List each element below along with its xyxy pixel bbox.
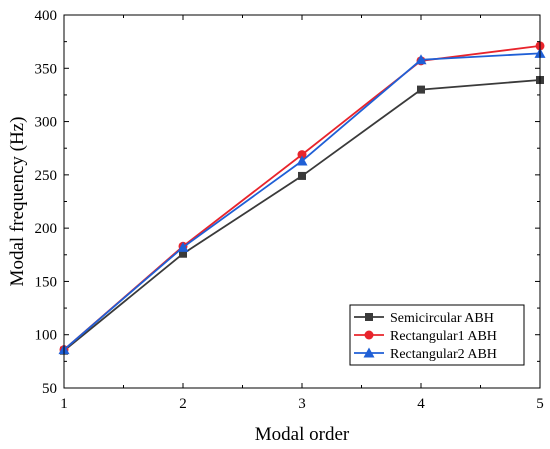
legend: Semicircular ABH Rectangular1 ABH Rectangu… bbox=[349, 304, 525, 366]
y-axis-title: Modal frequency (Hz) bbox=[7, 117, 28, 287]
data-point bbox=[179, 249, 187, 258]
legend-swatch-marker bbox=[365, 313, 373, 321]
y-tick-label: 200 bbox=[35, 221, 58, 237]
y-tick-label: 400 bbox=[35, 8, 58, 24]
y-tick-label: 150 bbox=[35, 274, 58, 290]
series-layer bbox=[58, 41, 546, 355]
legend-item: Rectangular2 ABH bbox=[354, 347, 497, 362]
y-tick-label: 350 bbox=[35, 61, 58, 77]
data-point bbox=[417, 85, 425, 94]
x-tick-label: 5 bbox=[536, 396, 544, 412]
data-point bbox=[298, 171, 306, 180]
x-axis-title: Modal order bbox=[255, 424, 350, 445]
y-tick-label: 100 bbox=[35, 328, 58, 344]
y-tick-label: 250 bbox=[35, 168, 58, 184]
x-tick-label: 4 bbox=[417, 396, 425, 412]
y-tick-label: 300 bbox=[35, 115, 58, 131]
legend-label: Rectangular1 ABH bbox=[390, 329, 497, 344]
legend-swatch-marker bbox=[364, 330, 374, 340]
y-tick-label: 50 bbox=[42, 381, 57, 397]
legend-item: Semicircular ABH bbox=[354, 311, 494, 326]
data-point bbox=[296, 155, 308, 166]
series-line bbox=[63, 45, 541, 351]
x-tick-label: 1 bbox=[60, 396, 68, 412]
x-tick-label: 3 bbox=[298, 396, 306, 412]
legend-item: Rectangular1 ABH bbox=[354, 329, 497, 344]
data-point bbox=[177, 241, 189, 252]
data-point bbox=[415, 54, 427, 65]
legend-swatch-marker bbox=[363, 347, 375, 358]
legend-label: Semicircular ABH bbox=[390, 311, 494, 326]
data-point bbox=[297, 150, 307, 160]
legend-label: Rectangular2 ABH bbox=[390, 347, 497, 362]
x-tick-label: 2 bbox=[179, 396, 187, 412]
axes-layer: 1 2 3 4 5 50 100 150 200 250 300 350 400 bbox=[35, 8, 544, 412]
